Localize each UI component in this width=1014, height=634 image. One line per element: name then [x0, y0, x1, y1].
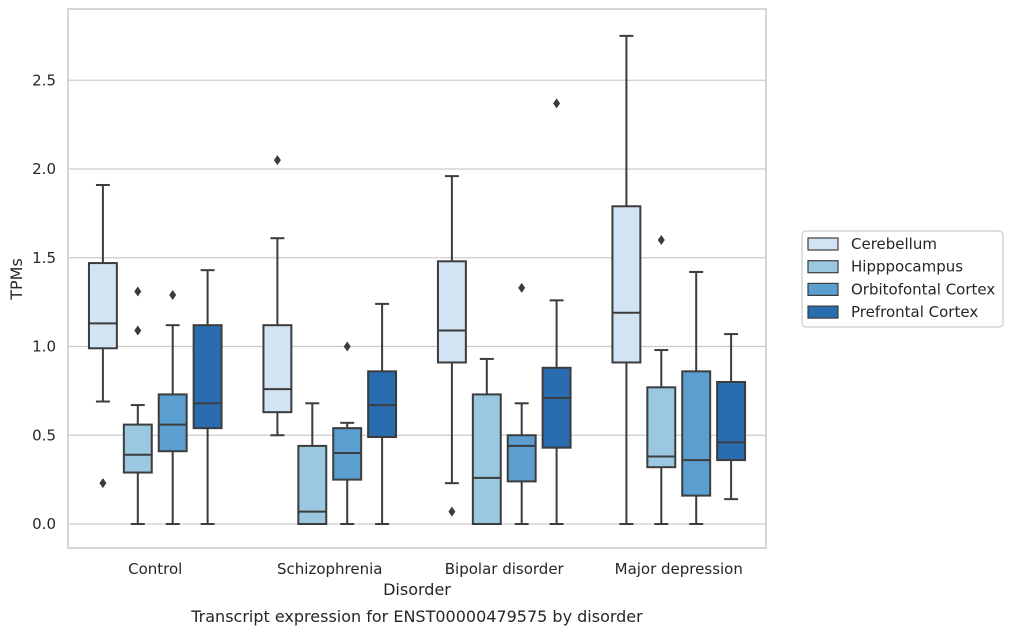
- box-prefrontal-cortex: [541, 98, 572, 525]
- y-tick-label: 2.0: [32, 160, 56, 178]
- box-orbitofontal-cortex: [681, 270, 712, 525]
- outlier-point: [169, 290, 177, 301]
- iqr-box: [436, 260, 467, 364]
- plot-frame: [67, 8, 767, 549]
- y-tick-label: 1.5: [32, 249, 56, 267]
- x-tick-label: Bipolar disorder: [445, 560, 565, 578]
- box-cerebellum: [87, 183, 118, 489]
- legend-swatch: [807, 237, 839, 251]
- box-prefrontal-cortex: [716, 333, 747, 501]
- y-axis-label: TPMs: [7, 258, 26, 301]
- y-tick-label: 0.0: [32, 515, 56, 533]
- legend-swatch: [807, 305, 839, 319]
- y-tick-label: 2.5: [32, 71, 56, 89]
- iqr-box: [646, 386, 677, 469]
- legend: Cerebellum Hipppocampus Orbitofontal Corte…: [801, 230, 1004, 328]
- outlier-point: [657, 235, 665, 245]
- iqr-box: [157, 393, 188, 453]
- box-prefrontal-cortex: [192, 269, 223, 525]
- iqr-box: [541, 366, 572, 449]
- legend-label: Prefrontal Cortex: [851, 303, 978, 321]
- iqr-box: [716, 381, 747, 462]
- outlier-point: [134, 286, 142, 297]
- legend-frame: [801, 230, 1004, 328]
- outlier-point: [518, 282, 526, 293]
- box-plot-series: [87, 34, 747, 525]
- box-orbitofontal-cortex: [332, 341, 363, 525]
- box-hipppocampus: [646, 235, 677, 525]
- outlier-point: [134, 325, 142, 336]
- legend-label: Cerebellum: [851, 235, 937, 253]
- outlier-point: [553, 98, 561, 109]
- box-cerebellum: [436, 175, 467, 517]
- outlier-point: [273, 155, 281, 166]
- outlier-point: [343, 341, 351, 352]
- box-prefrontal-cortex: [367, 302, 398, 525]
- y-tick-label: 1.0: [32, 338, 56, 356]
- legend-label: Hipppocampus: [851, 258, 963, 276]
- legend-swatch: [807, 260, 839, 274]
- box-hipppocampus: [471, 357, 502, 525]
- box-cerebellum: [611, 34, 642, 525]
- iqr-box: [262, 324, 293, 414]
- box-cerebellum: [262, 155, 293, 437]
- x-tick-label: Control: [128, 560, 182, 578]
- box-hipppocampus: [297, 402, 328, 525]
- box-hipppocampus: [122, 286, 153, 525]
- iqr-box: [87, 262, 118, 350]
- x-axis-label: Disorder: [383, 580, 451, 599]
- iqr-box: [681, 370, 712, 497]
- x-tick-label: Schizophrenia: [277, 560, 382, 578]
- legend-label: Orbitofontal Cortex: [851, 280, 995, 298]
- box-orbitofontal-cortex: [157, 290, 188, 525]
- chart-caption: Transcript expression for ENST0000047957…: [190, 607, 643, 626]
- box-orbitofontal-cortex: [506, 282, 537, 525]
- iqr-box: [192, 324, 223, 430]
- iqr-box: [471, 393, 502, 525]
- x-axis-ticks: Control Schizophrenia Bipolar disorder Majo…: [128, 560, 743, 578]
- iqr-box: [122, 423, 153, 474]
- x-tick-label: Major depression: [615, 560, 743, 578]
- y-tick-label: 0.5: [32, 426, 56, 444]
- outlier-point: [448, 506, 456, 517]
- legend-swatch: [807, 282, 839, 296]
- iqr-box: [506, 434, 537, 483]
- y-axis-ticks: 0.0 0.5 1.0 1.5 2.0 2.5: [32, 71, 56, 533]
- iqr-box: [611, 205, 642, 364]
- outlier-point: [99, 478, 107, 489]
